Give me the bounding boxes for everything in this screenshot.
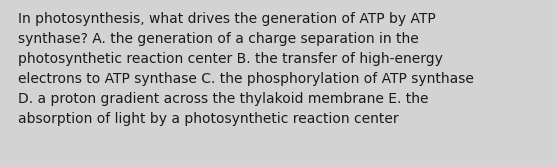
Text: In photosynthesis, what drives the generation of ATP by ATP
synthase? A. the gen: In photosynthesis, what drives the gener…: [18, 12, 474, 126]
